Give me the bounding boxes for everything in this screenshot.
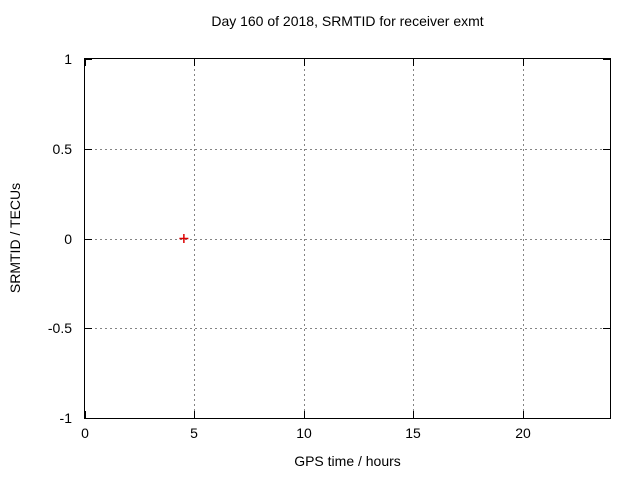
y-tick-mark-right — [603, 149, 610, 150]
gridline-horizontal — [85, 149, 610, 150]
gridline-horizontal — [85, 328, 610, 329]
y-tick-mark-right — [603, 239, 610, 240]
y-tick-mark-left — [85, 418, 92, 419]
y-tick-mark-right — [603, 418, 610, 419]
y-tick-label: 0.5 — [52, 141, 72, 157]
x-tick-label: 15 — [405, 425, 421, 441]
y-tick-label: 0 — [64, 231, 72, 247]
y-tick-label: -0.5 — [47, 320, 72, 336]
y-tick-mark-left — [85, 328, 92, 329]
data-marker-layer — [179, 234, 189, 243]
gridline-vertical — [523, 59, 524, 418]
x-tick-mark-bottom — [413, 411, 414, 418]
x-tick-mark-top — [194, 59, 195, 66]
y-tick-mark-right — [603, 59, 610, 60]
y-tick-label: 1 — [64, 51, 72, 67]
x-tick-mark-top — [413, 59, 414, 66]
x-tick-mark-top — [304, 59, 305, 66]
y-tick-mark-right — [603, 328, 610, 329]
gridline-vertical — [413, 59, 414, 418]
x-tick-mark-top — [523, 59, 524, 66]
x-tick-label: 10 — [296, 425, 312, 441]
x-tick-label: 20 — [515, 425, 531, 441]
y-tick-mark-left — [85, 149, 92, 150]
y-tick-label: -1 — [59, 410, 72, 426]
x-tick-mark-bottom — [194, 411, 195, 418]
x-tick-label: 0 — [81, 425, 89, 441]
x-tick-mark-bottom — [523, 411, 524, 418]
y-tick-mark-left — [85, 239, 92, 240]
x-tick-mark-bottom — [304, 411, 305, 418]
y-tick-mark-left — [85, 59, 92, 60]
gridline-vertical — [194, 59, 195, 418]
x-tick-mark-bottom — [85, 411, 86, 418]
gridline-horizontal — [85, 239, 610, 240]
data-point-plus-marker — [179, 234, 189, 243]
x-axis-label: GPS time / hours — [294, 453, 401, 469]
plot-area — [84, 58, 611, 419]
gridline-vertical — [304, 59, 305, 418]
chart-title: Day 160 of 2018, SRMTID for receiver exm… — [211, 13, 484, 29]
x-tick-mark-top — [85, 59, 86, 66]
x-tick-label: 5 — [190, 425, 198, 441]
